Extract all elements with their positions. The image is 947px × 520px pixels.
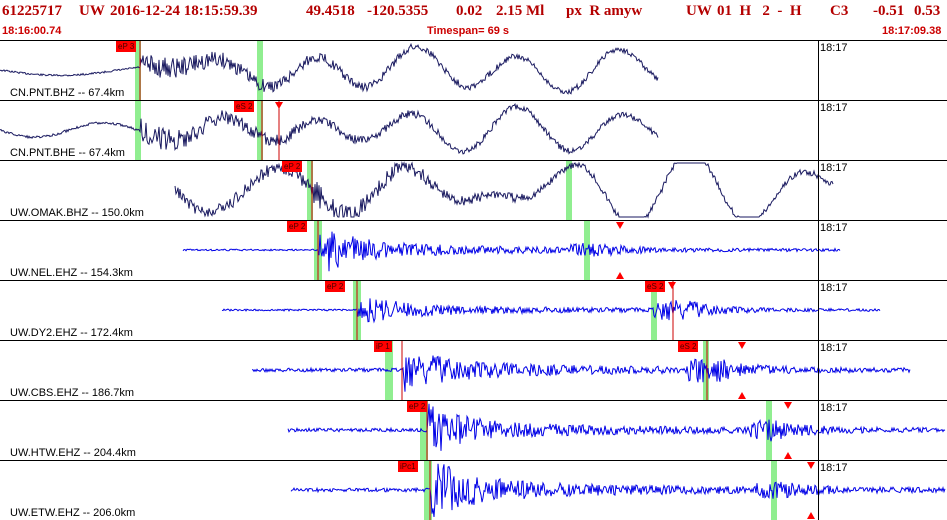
seismic-waveform	[0, 103, 659, 155]
waveform-plot	[221, 281, 881, 340]
value-2: 0.53	[914, 3, 941, 19]
triangle-down-icon[interactable]	[616, 222, 624, 229]
seismic-waveform	[252, 355, 911, 392]
event-flags: px R amyw	[566, 3, 643, 19]
pick-window-highlight	[307, 161, 313, 220]
seismic-waveform	[174, 161, 834, 219]
event-id: 61225717	[2, 3, 62, 19]
triangle-down-icon[interactable]	[784, 402, 792, 409]
triangle-up-icon[interactable]	[807, 512, 815, 519]
minute-label: 18:17	[820, 222, 848, 234]
minute-label: 18:17	[820, 402, 848, 414]
seismic-waveform	[182, 231, 841, 272]
phase-pick-tag[interactable]: iPc1	[398, 461, 418, 472]
station-channel-label: UW.OMAK.BHZ -- 150.0km	[10, 207, 144, 219]
station-channel-label: UW.HTW.EHZ -- 204.4km	[10, 447, 136, 459]
start-time: 18:16:00.74	[2, 25, 62, 37]
triangle-down-icon[interactable]	[807, 462, 815, 469]
quality-code: C3	[830, 3, 849, 19]
pick-window-highlight	[135, 101, 141, 160]
station-channel-label: UW.ETW.EHZ -- 206.0km	[10, 507, 136, 519]
seismic-waveform	[290, 463, 946, 518]
event-header: 61225717 UW 2016-12-24 18:15:59.39 49.45…	[0, 0, 947, 24]
trace-panel[interactable]: 18:17 eP 2 eS 2 UW.DY2.EHZ -- 172.4km	[0, 280, 947, 340]
seismogram-panels: 18:17 eP 3 CN.PNT.BHZ -- 67.4km 18:17 eS 2 CN…	[0, 40, 947, 520]
minute-label: 18:17	[820, 102, 848, 114]
trace-panel[interactable]: 18:17 eP 3 CN.PNT.BHZ -- 67.4km	[0, 40, 947, 100]
phase-pick-tag[interactable]: eP 2	[325, 281, 346, 292]
pick-window-highlight	[135, 41, 141, 100]
phase-pick-tag[interactable]: eP 2	[407, 401, 428, 412]
minute-marker	[818, 41, 819, 100]
minute-label: 18:17	[820, 282, 848, 294]
station-channel-label: UW.NEL.EHZ -- 154.3km	[10, 267, 133, 279]
waveform-plot	[182, 221, 841, 280]
minute-marker	[818, 401, 819, 460]
minute-label: 18:17	[820, 342, 848, 354]
station-channel-label: UW.DY2.EHZ -- 172.4km	[10, 327, 133, 339]
seismic-waveform	[221, 298, 881, 324]
pick-window-highlight	[651, 281, 657, 340]
phase-pick-tag[interactable]: eS 2	[234, 101, 255, 112]
longitude: -120.5355	[367, 3, 429, 19]
waveform-plot	[290, 461, 946, 520]
seismic-waveform	[287, 403, 946, 451]
station-channel-label: UW.CBS.EHZ -- 186.7km	[10, 387, 135, 399]
trace-panel[interactable]: 18:17 eP 2 UW.OMAK.BHZ -- 150.0km	[0, 160, 947, 220]
magnitude: 2.15 Ml	[496, 3, 545, 19]
waveform-plot	[287, 401, 946, 460]
minute-marker	[818, 221, 819, 280]
phase-pick-tag[interactable]: iP 1	[374, 341, 392, 352]
triangle-down-icon[interactable]	[738, 342, 746, 349]
network-2: UW	[686, 3, 712, 19]
triangle-up-icon[interactable]	[738, 392, 746, 399]
waveform-plot	[0, 41, 659, 100]
phase-pick-tag[interactable]: eS 2	[678, 341, 699, 352]
minute-marker	[818, 101, 819, 160]
waveform-plot	[252, 341, 911, 400]
minute-label: 18:17	[820, 162, 848, 174]
event-code: 01 H 2 - H	[717, 3, 802, 19]
timespan: Timespan= 69 s	[427, 25, 510, 37]
trace-panel[interactable]: 18:17 iP 1 eS 2 UW.CBS.EHZ -- 186.7km	[0, 340, 947, 400]
station-channel-label: CN.PNT.BHE -- 67.4km	[10, 147, 125, 159]
trace-panel[interactable]: 18:17 eS 2 CN.PNT.BHE -- 67.4km	[0, 100, 947, 160]
station-channel-label: CN.PNT.BHZ -- 67.4km	[10, 87, 125, 99]
pick-window-highlight	[424, 461, 432, 520]
waveform-plot	[0, 101, 659, 160]
pick-window-highlight	[584, 221, 590, 280]
phase-pick-tag[interactable]: eS 2	[645, 281, 666, 292]
minute-marker	[818, 461, 819, 520]
event-datetime: 2016-12-24 18:15:59.39	[110, 3, 258, 19]
pick-window-highlight	[420, 401, 428, 460]
minute-label: 18:17	[820, 42, 848, 54]
pick-window-highlight	[257, 101, 263, 160]
triangle-down-icon[interactable]	[668, 282, 676, 289]
triangle-up-icon[interactable]	[784, 452, 792, 459]
depth: 0.02	[456, 3, 483, 19]
value-1: -0.51	[873, 3, 905, 19]
minute-marker	[818, 281, 819, 340]
triangle-down-icon[interactable]	[275, 102, 283, 109]
pick-window-highlight	[566, 161, 572, 220]
minute-label: 18:17	[820, 462, 848, 474]
phase-pick-tag[interactable]: eP 3	[116, 41, 137, 52]
trace-panel[interactable]: 18:17 eP 2 UW.NEL.EHZ -- 154.3km	[0, 220, 947, 280]
phase-pick-tag[interactable]: eP 2	[287, 221, 308, 232]
pick-window-highlight	[257, 41, 263, 100]
phase-pick-tag[interactable]: eP 2	[282, 161, 303, 172]
minute-marker	[818, 161, 819, 220]
latitude: 49.4518	[306, 3, 355, 19]
trace-panel[interactable]: 18:17 iPc1 UW.ETW.EHZ -- 206.0km	[0, 460, 947, 520]
pick-window-highlight	[703, 341, 709, 400]
seismic-waveform	[0, 42, 659, 95]
pick-window-highlight	[766, 401, 772, 460]
network: UW	[79, 3, 105, 19]
end-time: 18:17:09.38	[882, 25, 942, 37]
trace-panel[interactable]: 18:17 eP 2 UW.HTW.EHZ -- 204.4km	[0, 400, 947, 460]
minute-marker	[818, 341, 819, 400]
triangle-up-icon[interactable]	[616, 272, 624, 279]
time-header: 18:16:00.74 Timespan= 69 s 18:17:09.38	[0, 24, 947, 40]
